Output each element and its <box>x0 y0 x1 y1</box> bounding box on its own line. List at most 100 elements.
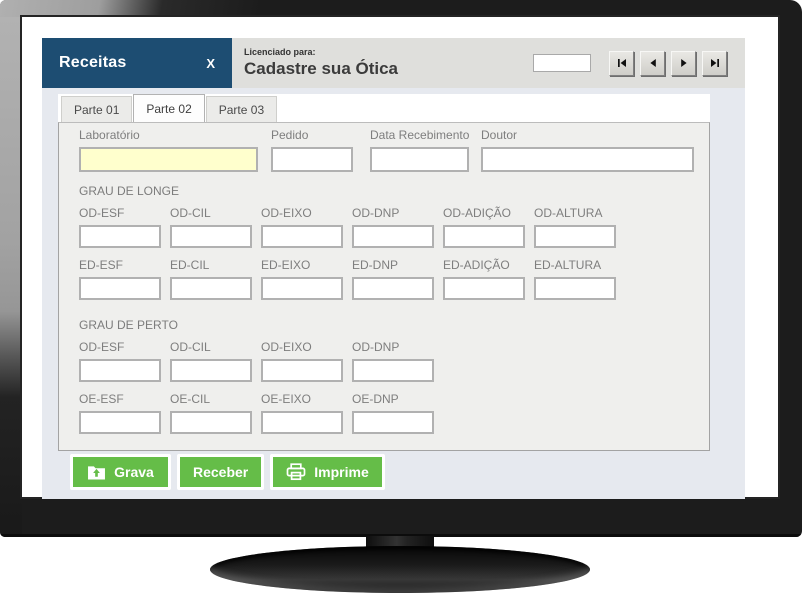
longe-od-cil-input[interactable] <box>170 225 252 248</box>
longe-ed-esf-input[interactable] <box>79 277 161 300</box>
field-perto-oe-cil: OE-CIL <box>170 392 252 434</box>
nav-previous-icon <box>649 59 656 67</box>
perto-od-esf-label: OD-ESF <box>79 340 125 354</box>
section-title-grau-de-longe: GRAU DE LONGE <box>79 184 180 198</box>
longe-ed-adicao-label: ED-ADIÇÃO <box>443 258 510 272</box>
perto-oe-cil-label: OE-CIL <box>170 392 211 406</box>
longe-ed-eixo-input[interactable] <box>261 277 343 300</box>
receber-button-label: Receber <box>193 464 249 480</box>
field-data-recebimento: Data Recebimento <box>370 128 469 172</box>
perto-od-eixo-input[interactable] <box>261 359 343 382</box>
folder-upload-icon <box>88 466 106 480</box>
perto-oe-eixo-input[interactable] <box>261 411 343 434</box>
form-panel: Laboratório Pedido Data Recebimento <box>58 122 710 451</box>
doutor-label: Doutor <box>481 128 518 142</box>
perto-oe-esf-label: OE-ESF <box>79 392 124 406</box>
imprime-button[interactable]: Imprime <box>270 454 385 490</box>
perto-od-row: OD-ESF OD-CIL OD-EIXO OD-DNP <box>79 340 695 382</box>
perto-oe-dnp-input[interactable] <box>352 411 434 434</box>
longe-ed-altura-input[interactable] <box>534 277 616 300</box>
longe-od-altura-label: OD-ALTURA <box>534 206 603 220</box>
monitor-bezel-edge <box>0 534 802 537</box>
field-pedido: Pedido <box>271 128 353 172</box>
longe-od-row: OD-ESF OD-CIL OD-EIXO OD-DNP <box>79 206 695 248</box>
perto-oe-row: OE-ESF OE-CIL OE-EIXO OE-DNP <box>79 392 695 434</box>
perto-oe-dnp-label: OE-DNP <box>352 392 399 406</box>
longe-ed-row: ED-ESF ED-CIL ED-EIXO ED-DNP <box>79 258 695 300</box>
laboratorio-label: Laboratório <box>79 128 140 142</box>
nav-last-button[interactable] <box>702 50 727 76</box>
tab-strip: Parte 01 Parte 02 Parte 03 <box>58 94 710 122</box>
close-icon[interactable]: X <box>206 55 215 71</box>
monitor-screen: Receitas X Licenciado para: Cadastre sua… <box>20 15 780 499</box>
monitor-stand-base <box>210 546 590 593</box>
perto-od-cil-label: OD-CIL <box>170 340 211 354</box>
license-text: Licenciado para: Cadastre sua Ótica <box>244 47 398 79</box>
field-perto-oe-eixo: OE-EIXO <box>261 392 343 434</box>
window-header: Receitas X Licenciado para: Cadastre sua… <box>42 38 745 88</box>
longe-ed-cil-input[interactable] <box>170 277 252 300</box>
nav-first-icon <box>617 59 626 67</box>
app-window: Receitas X Licenciado para: Cadastre sua… <box>42 38 745 499</box>
field-longe-od-adicao: OD-ADIÇÃO <box>443 206 525 248</box>
nav-first-button[interactable] <box>609 50 634 76</box>
field-longe-ed-adicao: ED-ADIÇÃO <box>443 258 525 300</box>
longe-ed-dnp-label: ED-DNP <box>352 258 399 272</box>
tab-parte-03[interactable]: Parte 03 <box>205 96 278 122</box>
doutor-input[interactable] <box>481 147 694 172</box>
data-recebimento-input[interactable] <box>370 147 469 172</box>
action-buttons: Grava Receber Imprime <box>70 454 710 490</box>
longe-ed-cil-label: ED-CIL <box>170 258 210 272</box>
record-number-input[interactable] <box>533 54 591 72</box>
perto-od-eixo-label: OD-EIXO <box>261 340 312 354</box>
license-bar: Licenciado para: Cadastre sua Ótica <box>232 38 745 88</box>
longe-od-esf-label: OD-ESF <box>79 206 125 220</box>
monitor-bezel-highlight-top <box>0 0 260 17</box>
nav-next-icon <box>680 59 687 67</box>
imprime-button-label: Imprime <box>314 464 369 480</box>
field-longe-od-esf: OD-ESF <box>79 206 161 248</box>
longe-od-eixo-input[interactable] <box>261 225 343 248</box>
laboratorio-input[interactable] <box>79 147 258 172</box>
longe-od-cil-label: OD-CIL <box>170 206 211 220</box>
licensed-for-label: Licenciado para: <box>244 47 316 57</box>
record-navigation <box>533 50 727 76</box>
perto-od-esf-input[interactable] <box>79 359 161 382</box>
perto-oe-esf-input[interactable] <box>79 411 161 434</box>
longe-ed-altura-label: ED-ALTURA <box>534 258 602 272</box>
perto-od-cil-input[interactable] <box>170 359 252 382</box>
tab-parte-01[interactable]: Parte 01 <box>61 96 133 122</box>
field-doutor: Doutor <box>481 128 694 172</box>
longe-ed-eixo-label: ED-EIXO <box>261 258 311 272</box>
longe-ed-dnp-input[interactable] <box>352 277 434 300</box>
field-longe-ed-altura: ED-ALTURA <box>534 258 616 300</box>
pedido-label: Pedido <box>271 128 309 142</box>
window-title-bar: Receitas X <box>42 38 232 88</box>
licensed-name: Cadastre sua Ótica <box>244 59 399 78</box>
nav-last-icon <box>710 59 719 67</box>
receber-button[interactable]: Receber <box>177 454 265 490</box>
longe-od-esf-input[interactable] <box>79 225 161 248</box>
field-longe-ed-dnp: ED-DNP <box>352 258 434 300</box>
grava-button-label: Grava <box>114 464 154 480</box>
field-longe-ed-eixo: ED-EIXO <box>261 258 343 300</box>
field-longe-od-eixo: OD-EIXO <box>261 206 343 248</box>
monitor-bezel-highlight-left <box>0 0 22 537</box>
nav-next-button[interactable] <box>671 50 696 76</box>
perto-oe-eixo-label: OE-EIXO <box>261 392 312 406</box>
longe-od-altura-input[interactable] <box>534 225 616 248</box>
field-longe-od-cil: OD-CIL <box>170 206 252 248</box>
window-content: Parte 01 Parte 02 Parte 03 Laboratório P… <box>42 88 745 499</box>
tab-parte-02[interactable]: Parte 02 <box>133 94 205 122</box>
grava-button[interactable]: Grava <box>70 454 171 490</box>
perto-od-dnp-input[interactable] <box>352 359 434 382</box>
longe-od-dnp-input[interactable] <box>352 225 434 248</box>
nav-previous-button[interactable] <box>640 50 665 76</box>
field-perto-od-cil: OD-CIL <box>170 340 252 382</box>
data-recebimento-label: Data Recebimento <box>370 128 470 142</box>
longe-ed-adicao-input[interactable] <box>443 277 525 300</box>
longe-od-adicao-input[interactable] <box>443 225 525 248</box>
pedido-input[interactable] <box>271 147 353 172</box>
perto-oe-cil-input[interactable] <box>170 411 252 434</box>
